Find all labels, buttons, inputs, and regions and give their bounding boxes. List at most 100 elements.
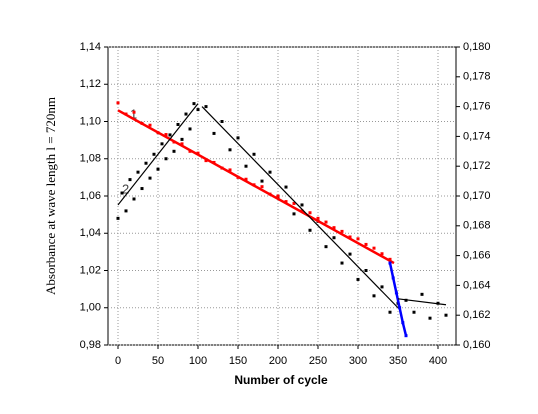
point xyxy=(404,334,408,338)
point xyxy=(124,209,128,213)
x-tick-label: 300 xyxy=(349,355,367,367)
point xyxy=(128,178,132,182)
point xyxy=(148,123,152,127)
y-axis-label: Absorbance at wave length l = 720nm xyxy=(43,97,58,295)
point xyxy=(391,276,395,280)
point xyxy=(394,291,398,295)
point xyxy=(388,310,392,314)
fit-line xyxy=(397,298,447,306)
point xyxy=(380,285,384,289)
point xyxy=(144,161,148,165)
y2-tick-label: 0,170 xyxy=(463,190,491,202)
point xyxy=(188,127,192,131)
point xyxy=(316,216,320,220)
point xyxy=(152,152,156,156)
point xyxy=(176,122,180,126)
point xyxy=(308,228,312,232)
point xyxy=(120,191,124,195)
point xyxy=(388,261,392,265)
point xyxy=(428,316,432,320)
y-tick-label: 0,98 xyxy=(80,339,101,351)
point xyxy=(324,220,328,224)
x-tick-label: 150 xyxy=(229,355,247,367)
point xyxy=(180,142,184,146)
point xyxy=(268,170,272,174)
fit-line xyxy=(117,103,199,206)
point xyxy=(156,167,160,171)
point xyxy=(140,187,144,191)
y2-tick-label: 0,174 xyxy=(463,130,491,142)
y-tick-label: 1,08 xyxy=(80,153,101,165)
x-tick-label: 350 xyxy=(389,355,407,367)
fit-line xyxy=(201,106,399,309)
point xyxy=(204,105,208,109)
x-tick-label: 250 xyxy=(309,355,327,367)
point xyxy=(244,164,248,168)
x-tick-label: 100 xyxy=(189,355,207,367)
point xyxy=(348,252,352,256)
point xyxy=(136,170,140,174)
point xyxy=(196,151,200,155)
point xyxy=(356,237,360,241)
point xyxy=(364,269,368,272)
x-tick-label: 400 xyxy=(429,355,447,367)
point xyxy=(364,242,368,246)
point xyxy=(340,229,344,233)
point xyxy=(260,185,264,189)
point xyxy=(204,159,208,163)
point xyxy=(164,157,168,161)
point xyxy=(172,149,176,153)
point xyxy=(292,201,296,205)
point xyxy=(356,277,360,281)
point xyxy=(340,261,344,265)
fit-line xyxy=(388,262,408,336)
x-tick-label: 0 xyxy=(115,355,121,367)
point xyxy=(196,108,200,112)
point xyxy=(160,142,164,146)
y-tick-label: 1,12 xyxy=(80,78,101,90)
point xyxy=(260,179,264,183)
y2-tick-label: 0,172 xyxy=(463,160,491,172)
point xyxy=(388,257,392,261)
point xyxy=(168,133,172,137)
point xyxy=(228,168,232,172)
point xyxy=(300,203,304,207)
point xyxy=(132,110,136,114)
point xyxy=(236,136,240,140)
point xyxy=(164,133,168,137)
y2-tick-label: 0,162 xyxy=(463,309,491,321)
y2-tick-label: 0,164 xyxy=(463,279,491,291)
point xyxy=(398,306,402,310)
y2-tick-label: 0,176 xyxy=(463,101,491,113)
point xyxy=(284,185,288,189)
x-tick-label: 50 xyxy=(152,355,164,367)
y2-tick-label: 0,168 xyxy=(463,220,491,232)
point xyxy=(180,137,184,141)
point xyxy=(184,112,188,116)
point xyxy=(116,101,120,105)
point xyxy=(292,212,296,216)
point xyxy=(276,194,280,198)
point xyxy=(348,235,352,239)
y2-tick-label: 0,166 xyxy=(463,250,491,262)
y-tick-label: 1,10 xyxy=(80,115,101,127)
point xyxy=(401,321,405,325)
y-tick-label: 1,14 xyxy=(80,41,101,53)
point xyxy=(148,176,152,180)
y-tick-label: 1,06 xyxy=(80,190,101,202)
point xyxy=(412,310,416,314)
fit-line xyxy=(117,109,395,265)
y-tick-label: 1,00 xyxy=(80,302,101,314)
point xyxy=(372,294,376,298)
point xyxy=(220,120,224,123)
point xyxy=(324,245,328,249)
y-tick-label: 1,04 xyxy=(80,227,101,239)
y2-tick-label: 0,160 xyxy=(463,339,491,351)
y-tick-label: 1,02 xyxy=(80,264,101,276)
point xyxy=(132,197,136,201)
point xyxy=(192,102,196,106)
annotation: 1 xyxy=(130,106,137,121)
point xyxy=(244,177,248,181)
point xyxy=(228,148,232,152)
